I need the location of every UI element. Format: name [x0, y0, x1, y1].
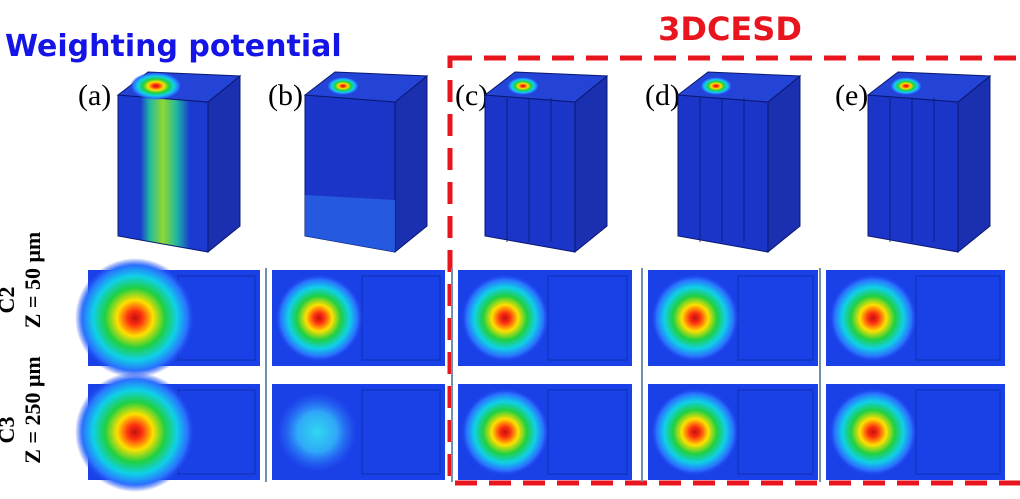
panel-label: (c)	[455, 79, 488, 112]
potential-spot	[829, 388, 917, 476]
panel-label: (d)	[645, 79, 680, 112]
box-spot	[327, 77, 359, 95]
box-front	[118, 95, 208, 252]
row-label: C2	[0, 287, 19, 314]
box-side	[958, 76, 990, 252]
row-depth: Z = 50 μm	[20, 232, 45, 329]
box-spot	[700, 77, 732, 95]
panel-label: (a)	[78, 79, 111, 112]
panel-label: (b)	[268, 79, 303, 112]
figure: Weighting potential 3DCESD (a) (b) (c) (d) (…	[0, 0, 1020, 499]
box-spot	[890, 77, 922, 95]
box-front	[678, 95, 768, 252]
box-spot	[507, 77, 539, 95]
row-depth: Z = 250 μm	[20, 356, 45, 464]
potential-spot	[651, 388, 739, 476]
box-front	[485, 95, 575, 252]
potential-spot	[651, 274, 739, 362]
box-side	[395, 76, 427, 252]
potential-spot	[461, 388, 549, 476]
potential-spot	[829, 274, 917, 362]
panel-label: (e)	[835, 79, 868, 112]
box-side	[768, 76, 800, 252]
box-bottom	[305, 195, 395, 252]
potential-spot	[461, 274, 549, 362]
box-front	[868, 95, 958, 252]
potential-spot	[75, 372, 195, 492]
figure-title: Weighting potential	[5, 29, 342, 64]
row-label: C3	[0, 417, 19, 444]
potential-spot	[275, 274, 363, 362]
group-label: 3DCESD	[658, 10, 802, 48]
potential-spot	[277, 392, 357, 472]
box-spot	[130, 72, 182, 100]
box-side	[575, 76, 607, 252]
potential-spot	[75, 258, 195, 378]
box-side	[208, 76, 240, 252]
